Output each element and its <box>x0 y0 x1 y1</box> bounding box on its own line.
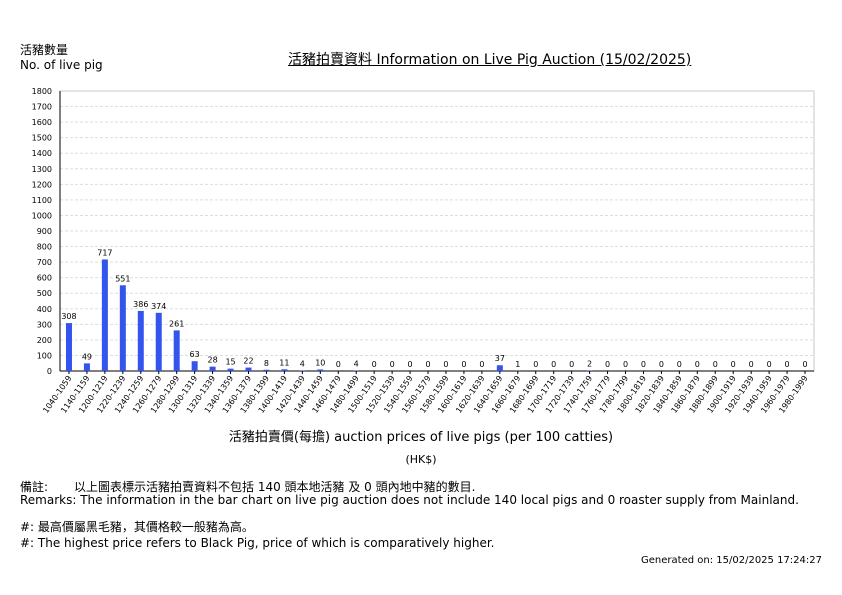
y-tick-label: 1600 <box>32 118 52 127</box>
x-axis-label: 活豬拍賣價(每擔) auction prices of live pigs (p… <box>228 430 614 445</box>
bar-value-label: 2 <box>587 360 592 369</box>
bar-value-label: 717 <box>97 248 112 257</box>
bar-value-label: 22 <box>243 357 253 366</box>
y-tick-label: 700 <box>37 258 52 267</box>
y-tick-label: 200 <box>37 336 52 345</box>
y-tick-label: 1400 <box>32 149 52 158</box>
bar-value-label: 0 <box>677 360 682 369</box>
bar-value-label: 15 <box>225 358 235 367</box>
bar-value-label: 0 <box>390 360 395 369</box>
bars <box>65 259 593 371</box>
bar-value-label: 0 <box>749 360 754 369</box>
bar-value-label: 37 <box>495 354 505 363</box>
bar <box>209 366 216 371</box>
bar-value-label: 0 <box>461 360 466 369</box>
bar <box>353 370 360 371</box>
note-chinese: #: 最高價屬黑毛豬，其價格較一般豬為高。 <box>20 520 254 534</box>
bar-value-label: 0 <box>408 360 413 369</box>
bar-value-label: 8 <box>264 359 269 368</box>
bar-value-label: 0 <box>695 360 700 369</box>
bar <box>173 330 180 371</box>
bar <box>65 323 72 371</box>
bar-value-label: 63 <box>190 350 200 359</box>
bar-value-label: 0 <box>372 360 377 369</box>
bar-value-label: 0 <box>533 360 538 369</box>
x-axis-unit: (HK$) <box>405 453 437 466</box>
remark-text-chinese: 以上圖表標示活豬拍賣資料不包括 140 頭本地活豬 及 0 頭內地中豬的數目. <box>74 480 476 494</box>
y-tick-label: 1300 <box>32 165 52 174</box>
bar <box>245 367 252 371</box>
bar-value-label: 374 <box>151 302 166 311</box>
bar-value-label: 0 <box>802 360 807 369</box>
y-tick-label: 600 <box>37 274 52 283</box>
bar <box>227 368 234 371</box>
grid-lines <box>60 90 814 356</box>
bar-value-label: 308 <box>61 312 76 321</box>
y-tick-label: 1800 <box>32 87 52 96</box>
bar-value-label: 4 <box>354 359 359 368</box>
bar-value-label: 0 <box>767 360 772 369</box>
bar <box>155 312 162 371</box>
bar <box>137 310 144 371</box>
y-tick-label: 900 <box>37 227 52 236</box>
bar-value-label: 0 <box>731 360 736 369</box>
bar-value-label: 0 <box>443 360 448 369</box>
generated-timestamp: Generated on: 15/02/2025 17:24:27 <box>641 555 822 566</box>
bar-value-label: 0 <box>569 360 574 369</box>
bar <box>119 285 126 371</box>
bar-value-label: 4 <box>300 359 305 368</box>
y-axis-unit-english: No. of live pig <box>20 58 103 72</box>
bar-value-label: 261 <box>169 319 184 328</box>
bar <box>191 361 198 371</box>
note-english: #: The highest price refers to Black Pig… <box>20 536 495 550</box>
bar-value-label: 0 <box>479 360 484 369</box>
chart-title: 活豬拍賣資料 Information on Live Pig Auction (… <box>288 52 692 68</box>
bar <box>263 369 270 371</box>
bar-value-label: 0 <box>659 360 664 369</box>
bar <box>317 369 324 371</box>
y-tick-label: 1000 <box>32 211 52 220</box>
bar-value-label: 0 <box>641 360 646 369</box>
y-tick-label: 100 <box>37 351 52 360</box>
bar-value-label: 11 <box>279 358 289 367</box>
bar-value-label: 386 <box>133 300 148 309</box>
bar-value-label: 0 <box>785 360 790 369</box>
y-tick-label: 1200 <box>32 180 52 189</box>
bar-chart: 0100200300400500600700800900100011001200… <box>32 87 815 415</box>
bar-value-label: 0 <box>551 360 556 369</box>
bar-value-label: 28 <box>208 356 218 365</box>
bar <box>496 365 503 371</box>
bar-value-label: 0 <box>605 360 610 369</box>
bar <box>83 363 90 371</box>
y-tick-label: 300 <box>37 320 52 329</box>
y-tick-label: 800 <box>37 243 52 252</box>
y-tick-label: 1100 <box>32 196 52 205</box>
bar-value-label: 10 <box>315 358 325 367</box>
bar <box>299 370 306 371</box>
bar-value-label: 0 <box>336 360 341 369</box>
remark-text-english: Remarks: The information in the bar char… <box>20 493 799 507</box>
bar-value-label: 0 <box>713 360 718 369</box>
bar-value-label: 0 <box>425 360 430 369</box>
bar-value-label: 1 <box>515 360 520 369</box>
y-tick-label: 400 <box>37 305 52 314</box>
y-tick-label: 1500 <box>32 134 52 143</box>
y-tick-label: 1700 <box>32 103 52 112</box>
bar <box>281 369 288 371</box>
bar-value-label: 49 <box>82 352 92 361</box>
y-tick-label: 500 <box>37 289 52 298</box>
y-axis-unit-chinese: 活豬數量 <box>20 43 69 57</box>
bar-value-label: 0 <box>623 360 628 369</box>
y-tick-label: 0 <box>47 367 52 376</box>
bar-value-label: 551 <box>115 274 130 283</box>
bar <box>101 259 108 371</box>
remark-label-chinese: 備註: <box>20 480 49 494</box>
